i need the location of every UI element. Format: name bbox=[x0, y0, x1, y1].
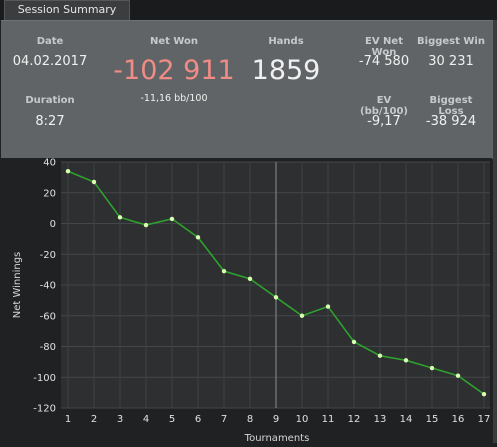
data-point bbox=[455, 373, 461, 378]
x-tick-label: 5 bbox=[169, 414, 175, 425]
y-tick-labels: 40 20 0 -20 -40 -60 -80 -100 -120 bbox=[33, 158, 56, 415]
date-value: 04.02.2017 bbox=[12, 54, 88, 69]
x-tick-label: 9 bbox=[273, 414, 279, 425]
y-axis-label: Net Winnings bbox=[12, 252, 23, 319]
x-tick-label: 1 bbox=[65, 414, 71, 425]
data-point bbox=[195, 235, 201, 240]
data-point bbox=[325, 304, 331, 309]
x-tick-label: 3 bbox=[117, 414, 123, 425]
x-tick-label: 14 bbox=[400, 414, 413, 425]
data-point bbox=[273, 295, 279, 300]
ev-net-won-label: EV Net Won bbox=[365, 36, 403, 58]
net-winnings-chart: 40 20 0 -20 -40 -60 -80 -100 -120 1 2 3 4 5 6 7 8 9 10 11 1… bbox=[0, 158, 492, 444]
session-summary-panel: Date 04.02.2017 Duration 8:27 Net Won -1… bbox=[1, 20, 493, 159]
biggest-win-value: 30 231 bbox=[428, 54, 474, 69]
data-point bbox=[429, 365, 435, 371]
net-won-value: -102 911 bbox=[113, 55, 235, 86]
y-tick-label: -80 bbox=[40, 342, 56, 353]
x-tick-label: 7 bbox=[221, 414, 227, 425]
data-point bbox=[299, 313, 305, 318]
x-tick-label: 15 bbox=[426, 414, 439, 425]
y-tick-label: 0 bbox=[50, 219, 56, 230]
x-tick-label: 6 bbox=[195, 414, 201, 425]
y-tick-label: 20 bbox=[43, 188, 56, 199]
biggest-loss-value: -38 924 bbox=[425, 114, 477, 129]
y-tick-label: -120 bbox=[33, 404, 56, 415]
duration-label: Duration bbox=[25, 95, 75, 106]
date-label: Date bbox=[36, 36, 64, 47]
series-layer bbox=[65, 169, 487, 397]
biggest-loss-label: Biggest Loss bbox=[429, 95, 473, 117]
biggest-win-label: Biggest Win bbox=[417, 36, 485, 47]
data-point bbox=[117, 215, 123, 220]
hands-value: 1859 bbox=[251, 55, 321, 86]
hands-label: Hands bbox=[268, 36, 304, 47]
data-point bbox=[351, 339, 357, 345]
ev-net-won-value: -74 580 bbox=[358, 54, 410, 69]
x-tick-label: 16 bbox=[452, 414, 465, 425]
y-tick-label: -100 bbox=[33, 373, 56, 384]
y-tick-label: -60 bbox=[40, 311, 56, 322]
data-point bbox=[143, 222, 149, 228]
y-tick-label: 40 bbox=[43, 158, 56, 169]
vertical-scrollbar[interactable] bbox=[493, 20, 497, 443]
data-point bbox=[377, 353, 383, 358]
x-tick-label: 10 bbox=[296, 414, 309, 425]
x-axis-label: Tournaments bbox=[244, 433, 310, 443]
ev-bb-value: -9,17 bbox=[367, 114, 401, 129]
data-point bbox=[403, 358, 409, 363]
duration-value: 8:27 bbox=[35, 114, 65, 129]
y-tick-label: -20 bbox=[40, 250, 56, 261]
tab-session-summary[interactable]: Session Summary bbox=[4, 0, 130, 20]
x-tick-label: 11 bbox=[322, 414, 335, 425]
x-tick-label: 2 bbox=[91, 414, 97, 425]
x-tick-label: 13 bbox=[374, 414, 387, 425]
y-tick-label: -40 bbox=[40, 281, 56, 292]
data-point bbox=[91, 179, 97, 185]
x-tick-label: 4 bbox=[143, 414, 149, 425]
x-tick-labels: 1 2 3 4 5 6 7 8 9 10 11 12 13 14 15 16 17 bbox=[65, 414, 491, 425]
x-tick-label: 12 bbox=[348, 414, 361, 425]
ev-bb-label: EV (bb/100) bbox=[360, 95, 408, 117]
x-tick-label: 8 bbox=[247, 414, 253, 425]
data-point bbox=[481, 391, 487, 397]
net-won-bb-per-100: -11,16 bb/100 bbox=[140, 93, 208, 104]
data-point bbox=[65, 169, 71, 174]
data-point bbox=[169, 216, 175, 222]
data-point bbox=[247, 276, 253, 282]
data-point bbox=[221, 268, 227, 274]
net-won-label: Net Won bbox=[149, 36, 199, 47]
tab-bar: Session Summary bbox=[0, 0, 497, 20]
x-tick-label: 17 bbox=[478, 414, 491, 425]
